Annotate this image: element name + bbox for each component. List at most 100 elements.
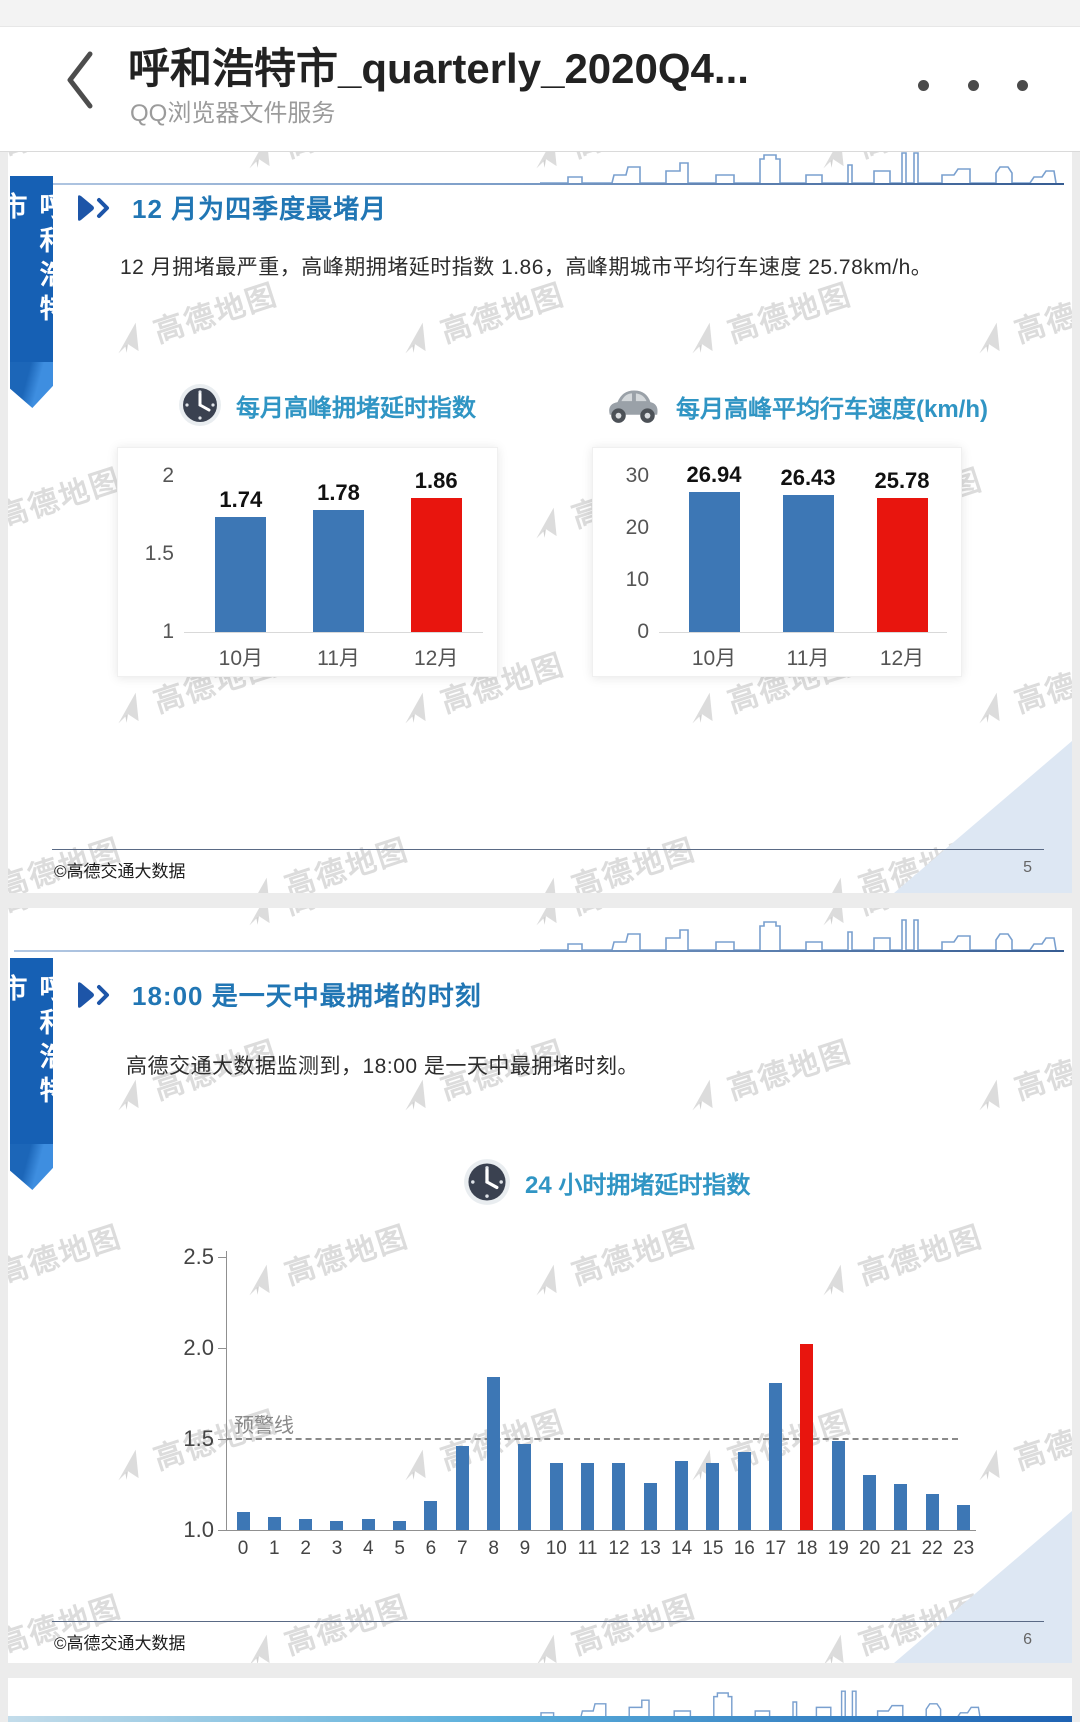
bar xyxy=(313,510,364,632)
amap-logo-icon xyxy=(118,1079,139,1111)
amap-watermark: 高德地图 xyxy=(233,1582,414,1663)
bar xyxy=(215,517,267,632)
x-axis-label: 17 xyxy=(765,1538,787,1559)
y-axis-label: 10 xyxy=(625,568,649,591)
section-heading: 12 月为四季度最堵月 xyxy=(74,189,387,226)
y-axis-label: 30 xyxy=(625,464,649,487)
amap-logo-icon xyxy=(405,692,426,724)
amap-watermark: 高德地图 xyxy=(676,640,857,736)
bar xyxy=(957,1505,971,1530)
axis-baseline xyxy=(659,632,947,633)
bar-value-label: 1.74 xyxy=(219,487,263,512)
x-axis-label: 5 xyxy=(394,1538,405,1559)
amap-watermark: 高德地图 xyxy=(520,825,701,893)
bar xyxy=(581,1463,595,1530)
city-skyline-art xyxy=(540,919,1057,951)
x-axis-label: 10月 xyxy=(218,647,263,670)
page-number: 6 xyxy=(1023,1631,1032,1648)
bar xyxy=(675,1461,689,1530)
more-options-button[interactable] xyxy=(910,65,1036,105)
back-button[interactable] xyxy=(58,45,102,115)
section-heading: 18:00 是一天中最拥堵的时刻 xyxy=(74,976,482,1013)
file-source-subtitle: QQ浏览器文件服务 xyxy=(130,100,336,127)
x-axis-label: 19 xyxy=(827,1538,849,1559)
amap-logo-icon xyxy=(118,692,139,724)
bar xyxy=(863,1475,877,1530)
amap-logo-icon xyxy=(823,1634,844,1663)
x-axis-label: 9 xyxy=(519,1538,531,1559)
x-axis-label: 23 xyxy=(953,1538,975,1559)
bar xyxy=(894,1484,908,1530)
amap-watermark: 高德地图 xyxy=(807,151,988,181)
x-axis-label: 15 xyxy=(702,1538,724,1559)
amap-logo-icon xyxy=(536,1634,557,1663)
amap-logo-icon xyxy=(249,908,270,926)
amap-watermark: 高德地图 xyxy=(807,1582,988,1663)
y-axis-label: 1.0 xyxy=(183,1517,214,1542)
bar xyxy=(737,1452,751,1530)
amap-watermark: 高德地图 xyxy=(8,1220,126,1292)
x-axis-label: 10月 xyxy=(691,647,737,670)
amap-watermark: 高德地图 xyxy=(963,1027,1072,1123)
corner-wedge xyxy=(894,741,1072,893)
x-axis-label: 12 xyxy=(608,1538,630,1559)
x-axis-label: 2 xyxy=(300,1538,311,1559)
x-axis-label: 21 xyxy=(890,1538,912,1559)
bar xyxy=(612,1463,626,1530)
warning-line-label: 预警线 xyxy=(234,1415,294,1437)
amap-watermark: 高德地图 xyxy=(963,1397,1072,1493)
status-bar-area xyxy=(0,0,1080,27)
bar xyxy=(800,1344,814,1530)
car-icon xyxy=(609,390,658,423)
bar xyxy=(424,1501,438,1530)
bar xyxy=(643,1483,657,1530)
amap-watermark: 高德地图 xyxy=(520,455,701,551)
amap-logo-icon xyxy=(979,322,1000,354)
x-axis-line xyxy=(226,1530,976,1531)
city-ribbon-label: 呼和浩特市 xyxy=(8,958,66,1144)
amap-watermark: 高德地图 xyxy=(102,1027,283,1123)
section-title: 12 月为四季度最堵月 xyxy=(132,194,388,224)
amap-logo-icon xyxy=(118,322,139,354)
amap-logo-icon xyxy=(536,908,557,926)
y-axis-tick xyxy=(218,1439,226,1440)
bar xyxy=(549,1463,563,1530)
bar xyxy=(876,498,928,632)
clock-icon xyxy=(179,384,221,426)
bar xyxy=(361,1519,375,1530)
bar xyxy=(455,1446,469,1530)
amap-logo-icon xyxy=(823,877,844,893)
ribbon-tail xyxy=(10,362,53,408)
page-top-rule xyxy=(14,950,1064,952)
y-axis-label: 2 xyxy=(162,464,174,487)
amap-watermark: 高德地图 xyxy=(389,270,570,366)
amap-watermark: 高德地图 xyxy=(676,270,857,366)
city-ribbon: 呼和浩特市 xyxy=(8,958,66,1190)
pdf-page-6: 高德地图 高德地图 高德地图 高德地图 高德地图 高德地图 高德地图 高德地图 高德地图 高德地图… xyxy=(8,908,1072,1663)
amap-logo-icon xyxy=(692,692,713,724)
section-arrow-icon xyxy=(78,194,109,221)
amap-logo-icon xyxy=(249,151,270,169)
amap-logo-icon xyxy=(405,322,426,354)
page-top-rule xyxy=(8,1716,1072,1722)
amap-watermark: 高德地图 xyxy=(807,1212,988,1308)
amap-logo-icon xyxy=(118,1449,139,1481)
amap-logo-icon xyxy=(249,1634,270,1663)
amap-logo-icon xyxy=(979,692,1000,724)
amap-logo-icon xyxy=(979,1449,1000,1481)
x-axis-label: 12月 xyxy=(879,647,925,670)
amap-logo-icon xyxy=(979,1079,1000,1111)
amap-watermark: 高德地图 xyxy=(233,151,414,181)
bar xyxy=(706,1463,720,1530)
amap-watermark: 高德地图 xyxy=(520,1582,701,1663)
amap-logo-icon xyxy=(823,908,844,926)
x-axis-label: 1 xyxy=(269,1538,280,1559)
chevron-left-icon xyxy=(67,51,93,109)
amap-watermark: 高德地图 xyxy=(389,1027,570,1123)
amap-logo-icon xyxy=(405,1449,426,1481)
chart-title: 每月高峰平均行车速度(km/h) xyxy=(676,395,988,423)
amap-watermark: 高德地图 xyxy=(233,1212,414,1308)
bar xyxy=(487,1377,501,1530)
y-axis-tick xyxy=(218,1530,226,1531)
summary-text: 12 月拥堵最严重，高峰期拥堵延时指数 1.86，高峰期城市平均行车速度 25.… xyxy=(120,256,933,279)
